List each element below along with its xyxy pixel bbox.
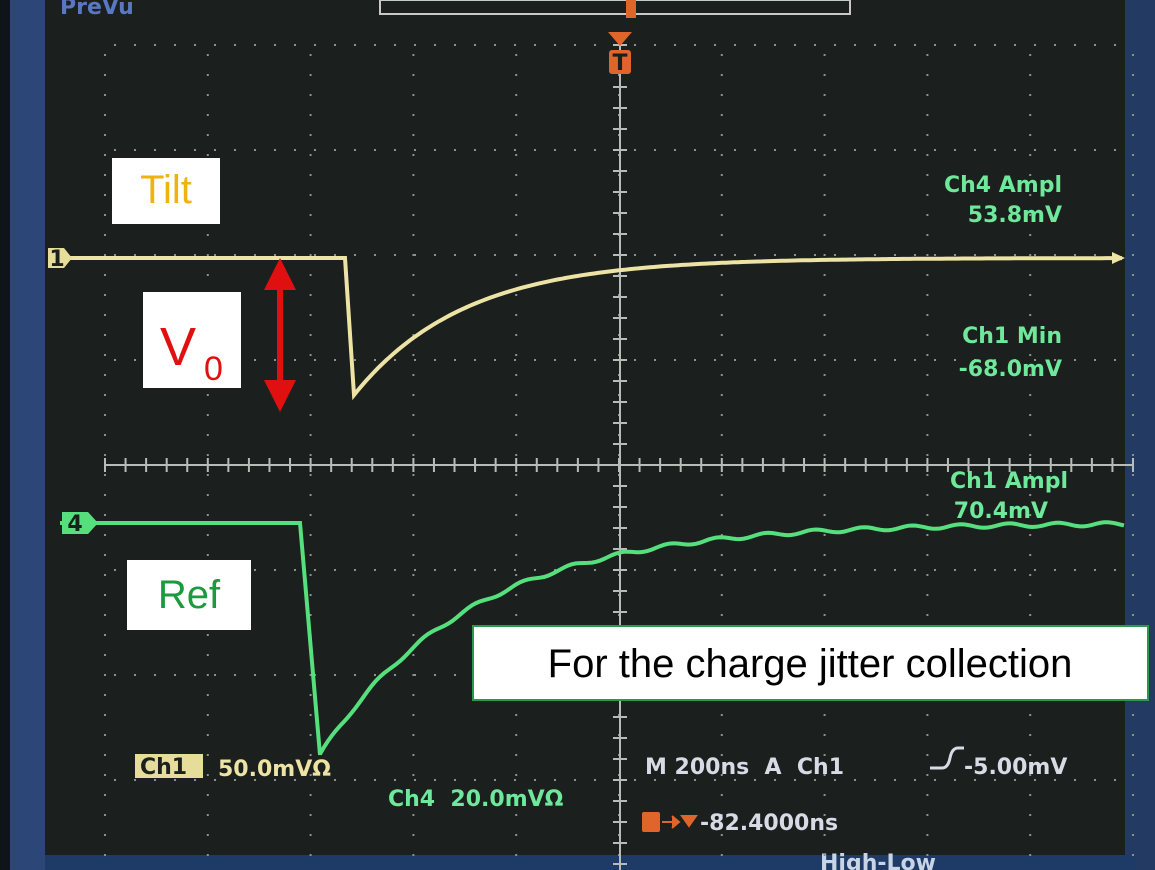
ref-label: Ref xyxy=(158,573,221,617)
right-frame xyxy=(1125,0,1155,870)
v0-box xyxy=(143,292,241,388)
ch1-label: Ch1 xyxy=(140,755,187,780)
graticule xyxy=(104,44,1134,870)
level-pointer xyxy=(1112,252,1125,264)
trigger-pointer xyxy=(608,32,632,46)
record-bar xyxy=(379,0,851,15)
measure-label: Ch4 Ampl xyxy=(944,173,1062,198)
record-marker xyxy=(626,0,636,18)
ch4-trace xyxy=(60,520,1125,756)
ch1-badge xyxy=(135,754,203,778)
menu-bar xyxy=(45,855,1135,870)
ch1-scale: 50.0mVΩ xyxy=(218,757,331,782)
ch4-marker: 4 xyxy=(67,512,82,537)
v0-label: V xyxy=(160,317,196,377)
ch1-marker-shape xyxy=(48,248,72,268)
arrow-head-bottom xyxy=(264,380,296,412)
measure-value: 70.4mV xyxy=(954,499,1048,524)
screen xyxy=(45,0,1135,860)
delay-arrow xyxy=(662,815,698,829)
ch4-scale: Ch4 20.0mVΩ xyxy=(388,787,564,812)
trigger-marker: T xyxy=(612,51,627,76)
ch4-marker-shape xyxy=(62,512,98,534)
timebase: M 200ns A Ch1 xyxy=(645,755,844,780)
arrow-head-top xyxy=(264,258,296,290)
delay-badge xyxy=(642,812,660,832)
tilt-label: Tilt xyxy=(140,168,192,212)
trigger-badge xyxy=(609,50,631,74)
trigger-level: -5.00mV xyxy=(964,755,1067,780)
ref-box xyxy=(127,560,251,630)
edge-symbol xyxy=(930,746,964,770)
ch1-marker: 1 xyxy=(49,247,64,272)
measure-label: Ch1 Min xyxy=(962,324,1062,349)
ch1-trace xyxy=(60,256,1122,401)
note-box xyxy=(472,625,1149,701)
menu-button: High-Low xyxy=(820,851,936,870)
measure-label: Ch1 Ampl xyxy=(950,469,1068,494)
note: For the charge jitter collection xyxy=(548,642,1073,686)
measure-value: -68.0mV xyxy=(959,357,1062,382)
measure-value: 53.8mV xyxy=(968,203,1062,228)
trigger-delay: -82.4000ns xyxy=(700,811,838,836)
side-frame xyxy=(10,0,45,870)
header: PreVu xyxy=(60,0,134,20)
tilt-box xyxy=(112,158,220,224)
v0-subscript: 0 xyxy=(204,350,223,388)
